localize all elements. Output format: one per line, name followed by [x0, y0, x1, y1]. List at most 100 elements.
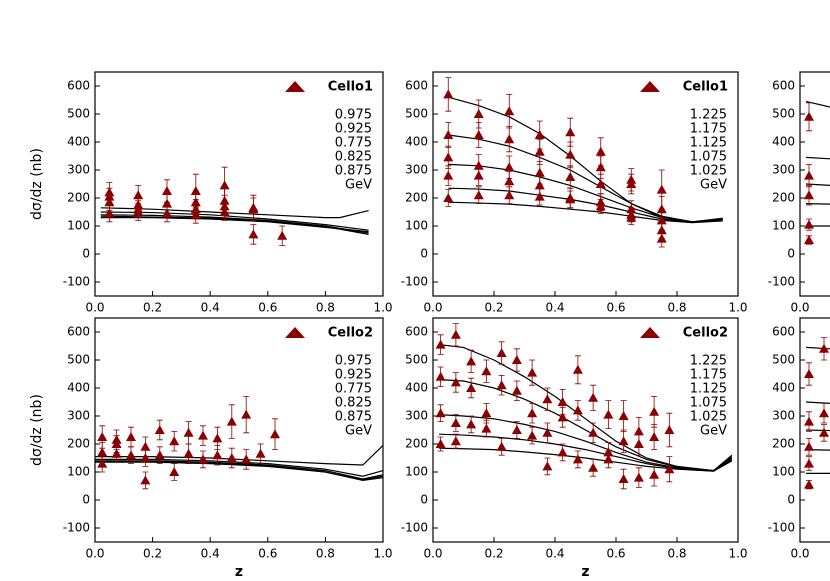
data-point [572, 405, 583, 415]
annotation: 1.125 [690, 382, 727, 397]
y-tick-label: 400 [67, 381, 90, 395]
data-point [241, 409, 252, 419]
y-tick-label: 100 [772, 219, 795, 233]
model-curve [95, 460, 384, 480]
data-point [126, 450, 136, 460]
annotation: 0.875 [335, 164, 372, 179]
data-point [626, 212, 637, 222]
y-tick-label: -100 [768, 275, 795, 289]
data-point [226, 453, 237, 462]
data-point [443, 170, 454, 180]
annotation: 1.175 [690, 368, 727, 383]
x-tick-label: 0.2 [143, 301, 162, 315]
x-tick-label: 0.2 [484, 547, 503, 561]
data-point [804, 441, 814, 451]
y-tick-label: -100 [401, 275, 428, 289]
data-point [473, 160, 484, 170]
data-point [190, 209, 201, 219]
data-point [496, 380, 507, 390]
model-curve [95, 461, 384, 481]
annotation: 1.075 [690, 150, 727, 165]
data-point [496, 348, 507, 357]
data-point [664, 464, 675, 474]
x-tick-label: 0.6 [606, 301, 625, 315]
data-point [162, 208, 172, 218]
y-tick-label: 0 [82, 493, 90, 507]
y-tick-label: 400 [405, 135, 428, 149]
model-curve [448, 134, 723, 223]
data-point [588, 392, 599, 402]
y-tick-label: 400 [405, 381, 428, 395]
data-point [248, 204, 259, 214]
annotation: 0.825 [335, 396, 372, 411]
y-tick-label: 0 [82, 247, 90, 261]
annotation: 0.925 [335, 122, 372, 137]
annotation: 0.825 [335, 150, 372, 165]
data-point [565, 172, 576, 181]
y-tick-label: 400 [772, 381, 795, 395]
data-point [819, 427, 829, 437]
data-point [450, 329, 461, 339]
y-tick-label: 300 [67, 163, 90, 177]
data-point [481, 408, 492, 418]
data-point [466, 356, 477, 366]
y-tick-label: 400 [772, 135, 795, 149]
y-tick-label: 500 [772, 107, 795, 121]
model-curve [439, 344, 733, 472]
plot-frame [799, 71, 830, 297]
y-tick-label: 200 [67, 437, 90, 451]
data-point [126, 432, 136, 441]
model-curve [439, 433, 733, 472]
model-curve [95, 444, 384, 466]
x-tick-label: 1.0 [728, 301, 747, 315]
data-point [649, 469, 660, 479]
annotation: GeV [345, 178, 372, 193]
data-point [819, 343, 829, 353]
x-tick-label: 1.0 [373, 301, 392, 315]
legend-marker [285, 327, 305, 338]
data-point [649, 432, 660, 441]
y-tick-label: 600 [772, 79, 795, 93]
model-curve [100, 214, 369, 234]
plot-frame [432, 71, 739, 297]
annotation: GeV [700, 178, 727, 193]
legend-marker [285, 81, 305, 92]
data-point [226, 416, 237, 426]
data-point [97, 447, 108, 457]
y-tick-label: 0 [420, 493, 428, 507]
data-point [534, 180, 545, 190]
legend-marker [640, 81, 660, 92]
data-point [511, 385, 522, 395]
y-tick-label: 100 [772, 465, 795, 479]
model-curve [439, 379, 733, 472]
legend-label: Cello1 [328, 80, 373, 95]
data-point [633, 439, 644, 448]
data-point [450, 436, 461, 446]
data-point [542, 394, 553, 404]
data-point [804, 219, 814, 229]
data-point [595, 201, 606, 211]
data-point [154, 450, 165, 460]
y-tick-label: 300 [67, 409, 90, 423]
x-tick-label: 0.4 [545, 547, 564, 561]
data-point [466, 419, 477, 429]
annotation: 0.775 [335, 136, 372, 151]
data-point [97, 432, 108, 441]
x-tick-label: 0.8 [667, 547, 686, 561]
data-point [565, 127, 576, 137]
data-point [557, 397, 568, 406]
data-point [241, 454, 252, 464]
x-tick-label: 0.6 [606, 547, 625, 561]
y-tick-label: 0 [787, 247, 795, 261]
y-tick-label: -100 [63, 521, 90, 535]
y-tick-label: 200 [405, 437, 428, 451]
data-point [804, 235, 814, 244]
data-point [140, 453, 151, 462]
data-point [618, 436, 629, 446]
data-point [557, 447, 568, 457]
data-point [595, 146, 606, 156]
data-point [154, 425, 165, 434]
x-axis-label: z [581, 564, 589, 580]
